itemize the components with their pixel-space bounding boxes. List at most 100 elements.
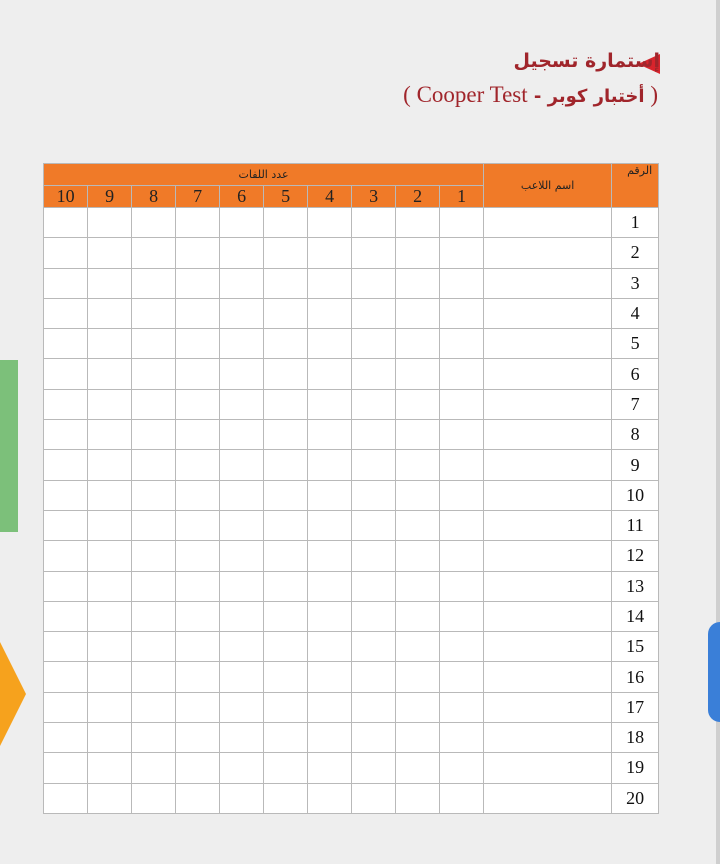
lap-cell[interactable] <box>263 782 309 814</box>
lap-cell[interactable] <box>351 631 397 663</box>
lap-cell[interactable] <box>131 570 177 602</box>
lap-cell[interactable] <box>307 206 353 239</box>
lap-cell[interactable] <box>219 752 265 784</box>
lap-cell[interactable] <box>439 206 485 239</box>
lap-cell[interactable] <box>307 237 353 269</box>
lap-cell[interactable] <box>131 328 177 360</box>
player-name-cell[interactable] <box>483 206 613 239</box>
lap-cell[interactable] <box>351 722 397 754</box>
player-name-cell[interactable] <box>483 661 613 693</box>
lap-cell[interactable] <box>219 479 265 511</box>
player-name-cell[interactable] <box>483 540 613 572</box>
lap-cell[interactable] <box>131 631 177 663</box>
player-name-cell[interactable] <box>483 570 613 602</box>
lap-cell[interactable] <box>439 722 485 754</box>
lap-cell[interactable] <box>263 358 309 390</box>
lap-cell[interactable] <box>175 782 221 814</box>
lap-cell[interactable] <box>439 388 485 421</box>
lap-cell[interactable] <box>263 419 309 451</box>
lap-cell[interactable] <box>439 752 485 784</box>
lap-cell[interactable] <box>439 449 485 481</box>
lap-cell[interactable] <box>87 631 133 663</box>
lap-cell[interactable] <box>87 691 133 724</box>
lap-cell[interactable] <box>439 479 485 511</box>
lap-cell[interactable] <box>87 752 133 784</box>
lap-cell[interactable] <box>131 540 177 572</box>
player-name-cell[interactable] <box>483 752 613 784</box>
lap-cell[interactable] <box>42 570 89 602</box>
lap-cell[interactable] <box>263 206 309 239</box>
lap-cell[interactable] <box>219 328 265 360</box>
lap-cell[interactable] <box>439 570 485 602</box>
lap-cell[interactable] <box>219 782 265 814</box>
lap-cell[interactable] <box>263 449 309 481</box>
lap-cell[interactable] <box>307 419 353 451</box>
lap-cell[interactable] <box>219 722 265 754</box>
player-name-cell[interactable] <box>483 297 613 330</box>
lap-cell[interactable] <box>395 388 441 421</box>
lap-cell[interactable] <box>395 509 441 542</box>
lap-cell[interactable] <box>175 631 221 663</box>
lap-cell[interactable] <box>219 631 265 663</box>
lap-cell[interactable] <box>131 449 177 481</box>
lap-cell[interactable] <box>42 358 89 390</box>
lap-cell[interactable] <box>131 691 177 724</box>
lap-cell[interactable] <box>175 328 221 360</box>
lap-cell[interactable] <box>395 358 441 390</box>
lap-cell[interactable] <box>131 752 177 784</box>
lap-cell[interactable] <box>439 267 485 299</box>
player-name-cell[interactable] <box>483 691 613 724</box>
lap-cell[interactable] <box>395 297 441 330</box>
lap-cell[interactable] <box>131 267 177 299</box>
lap-cell[interactable] <box>263 600 309 633</box>
lap-cell[interactable] <box>131 479 177 511</box>
player-name-cell[interactable] <box>483 509 613 542</box>
lap-cell[interactable] <box>351 570 397 602</box>
lap-cell[interactable] <box>131 419 177 451</box>
lap-cell[interactable] <box>131 206 177 239</box>
lap-cell[interactable] <box>131 237 177 269</box>
lap-cell[interactable] <box>219 358 265 390</box>
lap-cell[interactable] <box>439 328 485 360</box>
lap-cell[interactable] <box>87 297 133 330</box>
lap-cell[interactable] <box>263 570 309 602</box>
lap-cell[interactable] <box>175 419 221 451</box>
lap-cell[interactable] <box>351 358 397 390</box>
lap-cell[interactable] <box>175 237 221 269</box>
lap-cell[interactable] <box>42 479 89 511</box>
lap-cell[interactable] <box>87 570 133 602</box>
lap-cell[interactable] <box>42 388 89 421</box>
lap-cell[interactable] <box>395 631 441 663</box>
lap-cell[interactable] <box>263 328 309 360</box>
lap-cell[interactable] <box>87 358 133 390</box>
lap-cell[interactable] <box>351 661 397 693</box>
lap-cell[interactable] <box>307 328 353 360</box>
lap-cell[interactable] <box>42 419 89 451</box>
lap-cell[interactable] <box>42 449 89 481</box>
lap-cell[interactable] <box>351 206 397 239</box>
lap-cell[interactable] <box>42 691 89 724</box>
lap-cell[interactable] <box>439 297 485 330</box>
lap-cell[interactable] <box>42 267 89 299</box>
lap-cell[interactable] <box>131 358 177 390</box>
lap-cell[interactable] <box>42 722 89 754</box>
lap-cell[interactable] <box>395 267 441 299</box>
lap-cell[interactable] <box>42 328 89 360</box>
lap-cell[interactable] <box>175 752 221 784</box>
lap-cell[interactable] <box>131 722 177 754</box>
lap-cell[interactable] <box>87 661 133 693</box>
lap-cell[interactable] <box>263 691 309 724</box>
lap-cell[interactable] <box>175 691 221 724</box>
lap-cell[interactable] <box>395 722 441 754</box>
lap-cell[interactable] <box>87 206 133 239</box>
lap-cell[interactable] <box>351 540 397 572</box>
lap-cell[interactable] <box>263 631 309 663</box>
lap-cell[interactable] <box>351 600 397 633</box>
lap-cell[interactable] <box>42 782 89 814</box>
lap-cell[interactable] <box>439 661 485 693</box>
lap-cell[interactable] <box>42 600 89 633</box>
lap-cell[interactable] <box>395 570 441 602</box>
lap-cell[interactable] <box>307 600 353 633</box>
player-name-cell[interactable] <box>483 237 613 269</box>
lap-cell[interactable] <box>307 297 353 330</box>
